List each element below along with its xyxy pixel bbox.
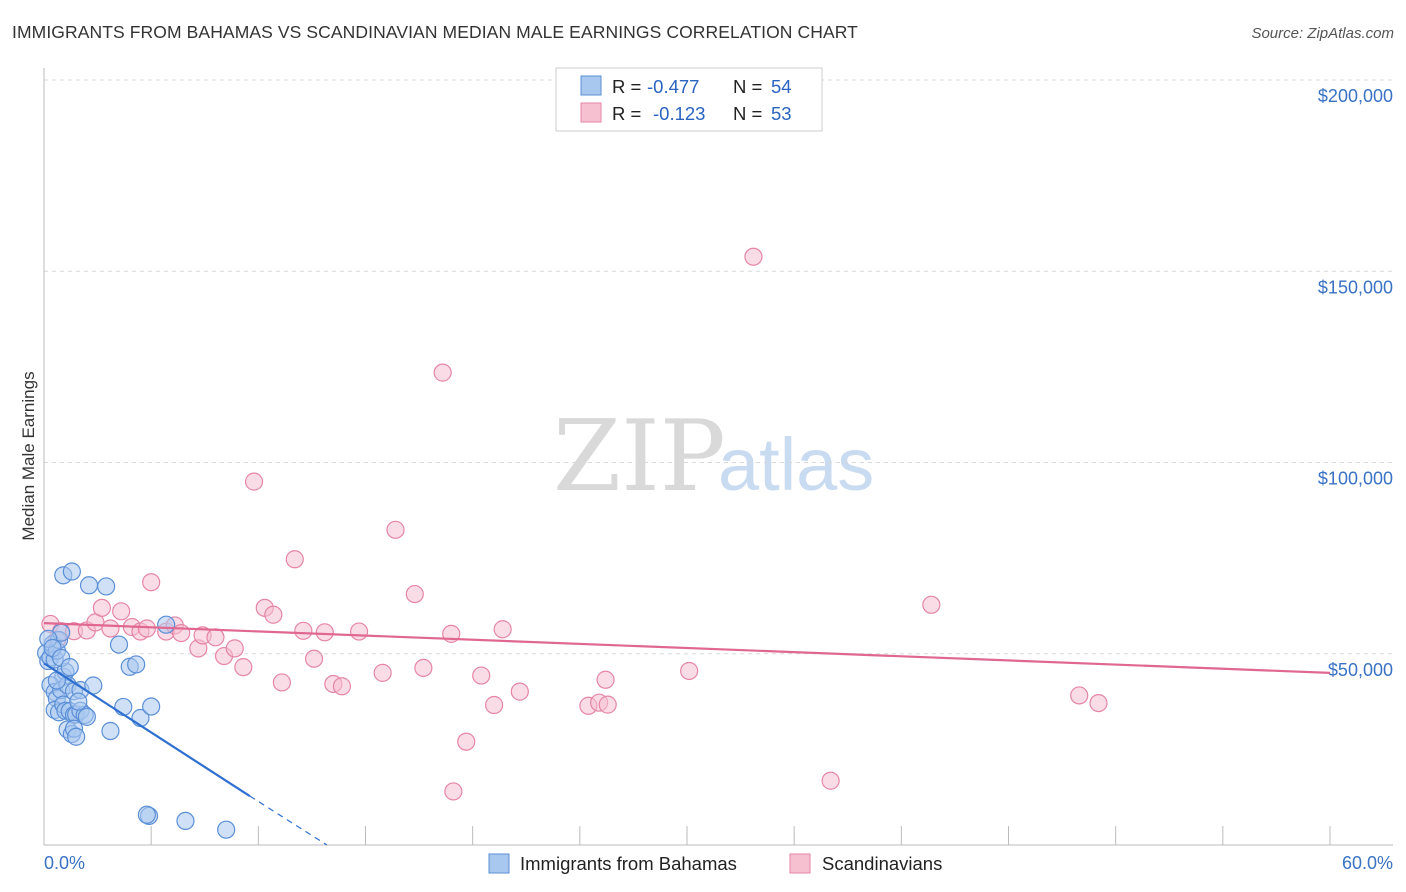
legend-r-label-1: R =	[612, 76, 641, 97]
scandinavians-point-35	[405, 584, 424, 604]
scandinavians-point-29	[315, 623, 334, 642]
immigrants-from-bahamas-point-46	[217, 820, 236, 839]
y-tick-label-3: $200,000	[1318, 86, 1393, 106]
scandinavians-points	[41, 247, 1108, 801]
scandinavians-point-42	[485, 695, 504, 715]
immigrants-from-bahamas-point-53	[77, 707, 96, 726]
immigrants-from-bahamas-point-50	[60, 658, 79, 677]
bahamas-trend-line-extension	[249, 795, 328, 846]
scandinavians-trend-line	[43, 622, 1331, 674]
scandinavians-point-24	[264, 605, 283, 624]
scandinavians-point-28	[304, 649, 324, 668]
scandinavians-point-20	[225, 639, 244, 658]
legend-n-label-1: N =	[733, 76, 762, 97]
x-tick-label-left: 0.0%	[44, 853, 85, 873]
scandinavians-point-47	[598, 695, 617, 714]
immigrants-from-bahamas-point-32	[114, 697, 133, 717]
scandinavians-point-43	[493, 620, 512, 639]
scandinavians-point-53	[1070, 686, 1089, 705]
immigrants-from-bahamas-point-41	[79, 576, 99, 595]
scandinavians-point-41	[472, 666, 491, 685]
scandinavians-point-18	[206, 628, 225, 647]
scandinavians-point-44	[510, 682, 529, 701]
scandinavians-point-49	[680, 661, 699, 681]
immigrants-from-bahamas-point-38	[157, 615, 176, 634]
stats-legend: R = -0.477 N = 54 R = -0.123 N = 53	[555, 67, 823, 132]
scandinavians-point-54	[1089, 693, 1108, 713]
scandinavians-point-8	[112, 602, 131, 621]
immigrants-from-bahamas-point-34	[142, 697, 161, 716]
scandinavians-point-34	[386, 520, 405, 539]
scandinavians-point-37	[433, 363, 452, 382]
y-tick-label-2: $150,000	[1318, 277, 1393, 297]
source-credit: Source: ZipAtlas.com	[1251, 25, 1394, 42]
scandinavians-point-6	[92, 598, 111, 617]
series-legend: Immigrants from Bahamas Scandinavians	[488, 853, 942, 874]
bottom-legend-label-scandinavians: Scandinavians	[822, 853, 942, 874]
legend-n-value-2: 53	[771, 103, 792, 124]
gridlines	[44, 79, 1393, 655]
scandinavians-point-27	[294, 621, 313, 640]
legend-r-value-2: -0.123	[653, 103, 705, 124]
x-tick-label-right: 60.0%	[1342, 853, 1393, 873]
scandinavians-point-26	[285, 550, 304, 569]
bahamas-trend-line	[43, 662, 251, 797]
scandinavians-point-21	[234, 658, 253, 677]
scandinavians-point-51	[821, 771, 840, 790]
scandinavians-point-50	[744, 247, 763, 266]
scandinavians-point-12	[142, 573, 161, 592]
immigrants-from-bahamas-point-30	[67, 727, 86, 746]
y-tick-label-1: $100,000	[1318, 469, 1393, 489]
scandinavians-point-52	[922, 595, 941, 614]
scandinavians-point-25	[272, 673, 292, 692]
scandinavians-point-40	[444, 782, 463, 801]
legend-r-value-1: -0.477	[647, 76, 699, 97]
immigrants-from-bahamas-point-40	[62, 562, 81, 581]
scandinavians-point-22	[244, 472, 264, 491]
immigrants-from-bahamas-point-45	[176, 811, 195, 831]
chart-title: IMMIGRANTS FROM BAHAMAS VS SCANDINAVIAN …	[12, 22, 858, 42]
immigrants-from-bahamas-point-44	[137, 805, 156, 824]
scandinavians-point-11	[137, 619, 156, 638]
bottom-legend-swatch-pink	[789, 853, 811, 874]
watermark-atlas: atlas	[718, 423, 874, 506]
scandinavians-point-39	[457, 732, 476, 751]
scandinavians-point-31	[332, 677, 352, 696]
y-tick-labels: $50,000 $100,000 $150,000 $200,000	[1318, 86, 1393, 680]
immigrants-from-bahamas-point-36	[127, 655, 146, 674]
legend-n-value-1: 54	[771, 76, 792, 97]
bahamas-points	[37, 562, 236, 839]
legend-n-label-2: N =	[733, 103, 762, 124]
scandinavians-point-33	[373, 663, 392, 682]
scandinavians-point-36	[414, 658, 433, 678]
immigrants-from-bahamas-point-31	[101, 721, 120, 741]
bottom-legend-swatch-blue	[488, 853, 510, 874]
scandinavians-point-7	[101, 619, 120, 638]
immigrants-from-bahamas-point-42	[97, 577, 116, 596]
y-axis-label: Median Male Earnings	[19, 371, 38, 540]
bottom-legend-label-bahamas: Immigrants from Bahamas	[520, 853, 737, 874]
immigrants-from-bahamas-point-37	[109, 635, 129, 654]
x-axis-ticks	[43, 826, 1331, 845]
watermark-zip: ZIP	[553, 400, 726, 514]
legend-swatch-blue	[580, 75, 602, 96]
y-tick-label-0: $50,000	[1328, 660, 1393, 680]
immigrants-from-bahamas-point-52	[69, 692, 88, 711]
scandinavians-point-32	[349, 622, 369, 641]
scandinavians-point-48	[596, 670, 615, 689]
legend-r-label-2: R =	[612, 103, 641, 124]
trend-lines	[43, 622, 1331, 846]
legend-swatch-pink	[580, 102, 602, 123]
